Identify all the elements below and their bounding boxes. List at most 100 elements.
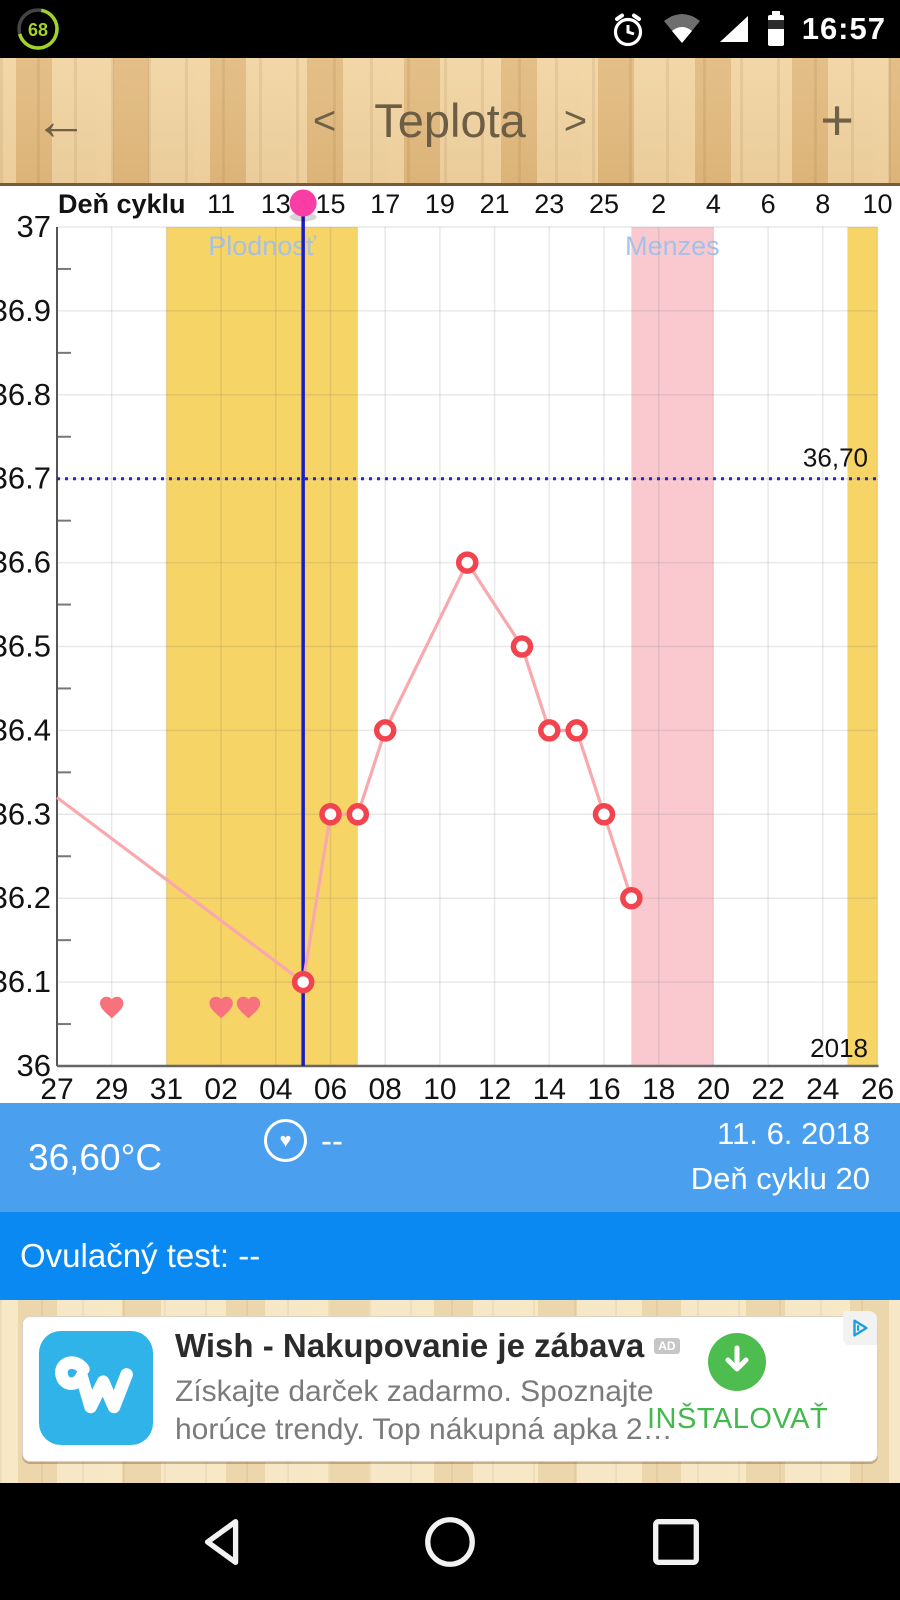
clock-time: 16:57: [801, 11, 886, 46]
svg-text:08: 08: [369, 1073, 402, 1103]
svg-text:36.4: 36.4: [0, 712, 51, 747]
svg-text:15: 15: [315, 189, 345, 219]
fertile-band: [847, 227, 878, 1066]
ovulation-day-dot: [289, 189, 317, 217]
menses-band: [631, 227, 714, 1066]
ovulation-test-row: Ovulačný test: --: [0, 1212, 900, 1300]
intercourse-value: --: [321, 1121, 343, 1159]
alarm-icon: [613, 13, 642, 47]
svg-text:36.2: 36.2: [0, 880, 51, 915]
top-axis-title: Deň cyklu: [58, 189, 186, 219]
nav-recents-button[interactable]: [647, 1513, 705, 1571]
svg-text:36.9: 36.9: [0, 293, 51, 328]
ad-title: Wish - Nakupovanie je zábava: [175, 1327, 645, 1364]
wifi-icon: [663, 14, 700, 43]
temperature-value: 36,60°C: [28, 1136, 163, 1178]
day-summary-panel: 36,60°C ♥ -- 11. 6. 2018 Deň cyklu 20: [0, 1103, 900, 1212]
svg-text:36.3: 36.3: [0, 796, 51, 831]
svg-text:6: 6: [761, 189, 776, 219]
coverline-label: 36,70: [803, 443, 868, 473]
battery-level-circle-icon: 68: [17, 8, 59, 50]
data-point: [565, 719, 588, 742]
svg-text:24: 24: [806, 1073, 839, 1103]
svg-text:06: 06: [314, 1073, 347, 1103]
add-entry-button[interactable]: +: [820, 87, 854, 153]
download-icon[interactable]: [708, 1333, 766, 1391]
svg-text:26: 26: [861, 1073, 894, 1103]
intercourse-indicator: ♥ --: [264, 1119, 343, 1162]
svg-text:02: 02: [204, 1073, 237, 1103]
data-point: [620, 886, 643, 910]
svg-text:17: 17: [370, 189, 400, 219]
svg-text:10: 10: [862, 189, 892, 219]
svg-text:16: 16: [587, 1073, 620, 1103]
android-nav-bar: [0, 1483, 900, 1600]
svg-text:36.8: 36.8: [0, 377, 51, 412]
svg-text:27: 27: [40, 1073, 73, 1103]
svg-text:36.1: 36.1: [0, 964, 51, 999]
svg-text:31: 31: [150, 1073, 183, 1103]
data-point: [456, 551, 479, 574]
ovulation-test-label: Ovulačný test: --: [20, 1237, 261, 1274]
ad-card[interactable]: Wish - Nakupovanie je zábava AD Získajte…: [22, 1311, 878, 1462]
svg-text:12: 12: [478, 1073, 511, 1103]
battery-icon: [767, 11, 784, 46]
svg-text:2: 2: [651, 189, 666, 219]
heart-icon: [100, 996, 124, 1019]
svg-text:25: 25: [589, 189, 619, 219]
nav-home-button[interactable]: [421, 1513, 479, 1571]
fertile-band: [166, 227, 358, 1066]
svg-text:21: 21: [480, 189, 510, 219]
prev-chart-chevron-icon[interactable]: <: [312, 98, 337, 143]
data-point: [319, 803, 342, 826]
data-point: [510, 635, 534, 658]
svg-text:36.5: 36.5: [0, 629, 51, 664]
ad-description-line2: horúce trendy. Top nákupná apka 2…: [175, 1413, 673, 1446]
heart-circle-icon: ♥: [264, 1119, 307, 1162]
svg-text:68: 68: [28, 20, 48, 40]
svg-text:23: 23: [534, 189, 564, 219]
install-button[interactable]: INŠTALOVAŤ: [647, 1403, 829, 1435]
cycle-day-label: Deň cyklu 20: [690, 1161, 870, 1196]
svg-text:14: 14: [533, 1073, 566, 1103]
ad-badge: AD: [654, 1338, 680, 1354]
svg-text:4: 4: [706, 189, 721, 219]
next-chart-chevron-icon[interactable]: >: [563, 98, 588, 143]
svg-text:18: 18: [642, 1073, 675, 1103]
svg-text:36.6: 36.6: [0, 545, 51, 580]
data-point: [592, 803, 616, 826]
band-label: Menzes: [625, 231, 720, 261]
svg-text:36: 36: [17, 1048, 51, 1083]
svg-text:11: 11: [207, 189, 235, 219]
svg-text:8: 8: [815, 189, 830, 219]
data-point: [538, 719, 561, 742]
wish-app-icon: [39, 1331, 153, 1445]
svg-text:13: 13: [261, 189, 291, 219]
svg-text:10: 10: [423, 1073, 456, 1103]
year-label: 2018: [810, 1033, 868, 1063]
page-title: Teplota: [374, 94, 526, 147]
nav-back-button[interactable]: [195, 1513, 253, 1571]
svg-text:19: 19: [425, 189, 455, 219]
signal-icon: [719, 16, 748, 42]
svg-text:29: 29: [95, 1073, 128, 1103]
svg-text:36.7: 36.7: [0, 461, 51, 496]
app-header: ← < Teplota > +: [0, 58, 900, 186]
data-point: [346, 803, 370, 826]
ad-description-line1: Získajte darček zadarmo. Spoznajte: [175, 1375, 654, 1408]
selected-date: 11. 6. 2018: [717, 1116, 870, 1151]
status-bar: 68 16:57: [0, 0, 900, 58]
heart-icon: [209, 996, 233, 1019]
back-arrow-icon[interactable]: ←: [34, 90, 88, 151]
svg-text:22: 22: [751, 1073, 784, 1103]
data-point: [291, 970, 315, 994]
ad-banner-area: Wish - Nakupovanie je zábava AD Získajte…: [0, 1300, 900, 1483]
heart-icon: [236, 996, 261, 1019]
data-point: [373, 719, 397, 742]
svg-text:20: 20: [697, 1073, 730, 1103]
temperature-chart[interactable]: Plodnosť Menzes 36,70 Deň cyklu 11 13 15 17 19 21…: [0, 186, 900, 1106]
band-label: Plodnosť: [208, 231, 317, 261]
adchoices-icon[interactable]: [843, 1311, 877, 1345]
svg-text:04: 04: [259, 1073, 292, 1103]
